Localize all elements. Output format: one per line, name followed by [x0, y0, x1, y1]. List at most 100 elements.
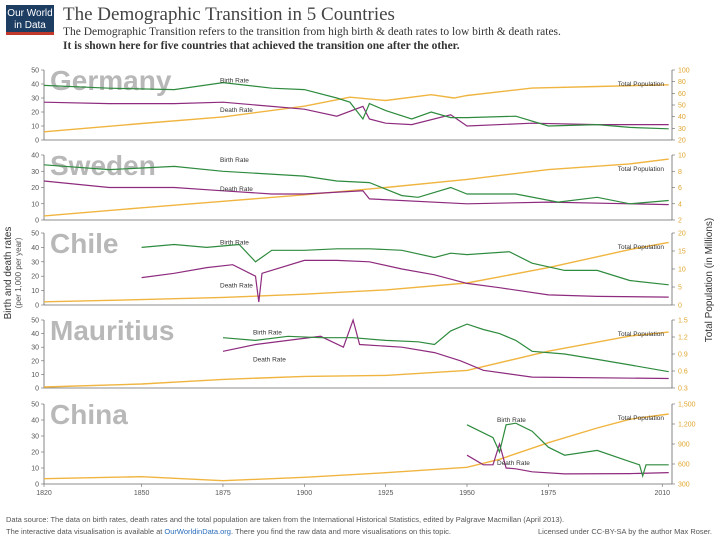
sweden-rate-tick-label: 10	[31, 201, 39, 208]
mauritius-rate-tick-label: 20	[31, 358, 39, 365]
chile-rate-tick-label: 50	[31, 231, 39, 238]
china-pop-tick-label: 1,200	[678, 422, 696, 429]
sweden-rate-tick-label: 40	[31, 153, 39, 160]
mauritius-population-line	[43, 331, 669, 388]
interactive-note: The interactive data visualisation is av…	[6, 527, 451, 536]
logo-accent	[6, 32, 54, 35]
mauritius-death-rate-line	[222, 317, 669, 380]
sweden-pop-tick-label: 4	[678, 201, 682, 208]
x-tick-label: 1850	[134, 490, 150, 497]
china-pop-tick-label: 900	[678, 442, 690, 449]
chile-rate-tick-label: 40	[31, 245, 39, 252]
owid-link[interactable]: OurWorldinData.org	[164, 527, 231, 536]
mauritius-birth-rate-line	[222, 323, 669, 373]
chile-population-label: Total Population	[618, 244, 665, 251]
germany-rate-tick-label: 10	[31, 124, 39, 131]
china-rate-tick-label: 0	[35, 482, 39, 489]
germany-rate-tick-label: 30	[31, 96, 39, 103]
sweden-birth-rate-line	[43, 164, 669, 205]
sweden-death-rate-line	[43, 180, 669, 206]
data-source-note: Data source: The data on birth rates, de…	[6, 515, 565, 524]
chart-title: The Demographic Transition in 5 Countrie…	[63, 4, 395, 25]
germany-pop-tick-label: 50	[678, 103, 686, 110]
china-birth-label: Birth Rate	[497, 417, 526, 424]
logo-line-1: Our World	[7, 8, 53, 19]
china-death-rate-line	[466, 441, 669, 475]
chile-rate-tick-label: 10	[31, 288, 39, 295]
left-axis-subtitle: (per 1,000 per year)	[14, 237, 23, 308]
china-rate-tick-label: 20	[31, 450, 39, 457]
germany-birth-label: Birth Rate	[220, 77, 249, 84]
sweden-population-line	[43, 158, 669, 217]
germany-birth-rate-line	[43, 81, 669, 130]
germany-population-label: Total Population	[618, 81, 665, 88]
owid-logo: Our World in Data	[6, 5, 54, 35]
mauritius-pop-tick-label: 1.2	[678, 335, 688, 342]
mauritius-birth-label: Birth Rate	[253, 330, 282, 337]
x-tick-label: 1900	[297, 490, 313, 497]
mauritius-country-label: Mauritius	[50, 315, 174, 346]
chile-birth-rate-line	[141, 243, 669, 286]
sweden-rate-tick-label: 20	[31, 185, 39, 192]
chile-pop-tick-label: 0	[678, 303, 682, 310]
mauritius-pop-tick-label: 0.3	[678, 386, 688, 393]
sweden-rate-tick-label: 30	[31, 169, 39, 176]
x-tick-label: 2010	[654, 490, 670, 497]
china-pop-tick-label: 600	[678, 462, 690, 469]
license-note: Licensed under CC-BY-SA by the author Ma…	[538, 527, 712, 536]
mauritius-rate-tick-label: 30	[31, 345, 39, 352]
mauritius-rate-tick-label: 50	[31, 318, 39, 325]
sweden-pop-tick-label: 10	[678, 153, 686, 160]
germany-population-line	[43, 84, 669, 133]
chile-rate-tick-label: 20	[31, 274, 39, 281]
chile-country-label: Chile	[50, 228, 118, 259]
china-rate-tick-label: 40	[31, 418, 39, 425]
mauritius-pop-tick-label: 1.5	[678, 318, 688, 325]
x-tick-label: 1950	[459, 490, 475, 497]
china-rate-tick-label: 50	[31, 402, 39, 409]
sweden-population-label: Total Population	[618, 166, 665, 173]
mauritius-pop-tick-label: 0.6	[678, 369, 688, 376]
subtitle-line-1: The Demographic Transition refers to the…	[63, 26, 561, 38]
germany-pop-tick-label: 80	[678, 79, 686, 86]
sweden-pop-tick-label: 6	[678, 185, 682, 192]
germany-pop-tick-label: 20	[678, 138, 686, 145]
germany-death-rate-line	[43, 101, 669, 127]
x-tick-label: 1875	[215, 490, 231, 497]
germany-pop-tick-label: 60	[678, 91, 686, 98]
chile-pop-tick-label: 15	[678, 249, 686, 256]
sweden-country-label: Sweden	[50, 150, 156, 181]
germany-death-label: Death Rate	[220, 107, 253, 114]
left-axis-title: Birth and death rates	[3, 227, 14, 320]
germany-pop-tick-label: 40	[678, 114, 686, 121]
china-population-line	[43, 413, 669, 482]
china-death-label: Death Rate	[497, 460, 530, 467]
china-rate-tick-label: 30	[31, 434, 39, 441]
chile-death-label: Death Rate	[220, 283, 253, 290]
china-birth-rate-line	[466, 422, 669, 479]
germany-pop-tick-label: 30	[678, 126, 686, 133]
chile-population-line	[43, 241, 669, 303]
x-tick-label: 1925	[378, 490, 394, 497]
sweden-birth-label: Birth Rate	[220, 157, 249, 164]
chile-rate-tick-label: 0	[35, 303, 39, 310]
china-pop-tick-label: 300	[678, 482, 690, 489]
mauritius-death-label: Death Rate	[253, 356, 286, 363]
interactive-suffix: . There you find the raw data and more v…	[230, 527, 451, 536]
china-population-label: Total Population	[618, 415, 665, 422]
china-rate-tick-label: 10	[31, 466, 39, 473]
subtitle-line-2: It is shown here for five countries that…	[63, 39, 460, 52]
x-tick-label: 1975	[541, 490, 557, 497]
sweden-rate-tick-label: 0	[35, 218, 39, 225]
germany-rate-tick-label: 0	[35, 138, 39, 145]
china-country-label: China	[50, 399, 128, 430]
chile-pop-tick-label: 5	[678, 285, 682, 292]
mauritius-rate-tick-label: 40	[31, 331, 39, 338]
sweden-pop-tick-label: 2	[678, 218, 682, 225]
chile-pop-tick-label: 10	[678, 267, 686, 274]
x-tick-label: 1820	[36, 490, 52, 497]
germany-rate-tick-label: 50	[31, 68, 39, 75]
germany-country-label: Germany	[50, 65, 172, 96]
right-axis-title: Total Population (in Millions)	[704, 218, 715, 343]
